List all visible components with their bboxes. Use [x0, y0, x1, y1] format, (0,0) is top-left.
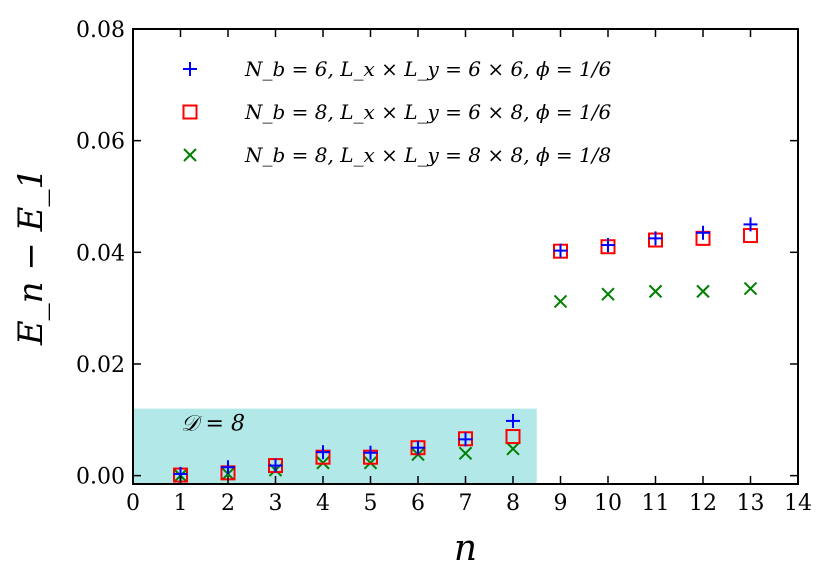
- x-tick-label: 8: [506, 491, 520, 516]
- legend-label: N_b = 8, L_x × L_y = 6 × 8, ϕ = 1/6: [244, 100, 612, 124]
- data-point-x: [553, 294, 568, 309]
- x-axis-title: n: [454, 528, 477, 569]
- x-tick-label: 0: [126, 491, 140, 516]
- degeneracy-label: 𝒟 = 8: [181, 412, 245, 437]
- x-tick-label: 2: [221, 491, 235, 516]
- data-point-x: [696, 284, 710, 299]
- x-tick-label: 1: [174, 491, 188, 516]
- data-point-plus: [316, 445, 330, 460]
- y-tick-label: 0.04: [76, 241, 125, 266]
- legend-label: N_b = 8, L_x × L_y = 8 × 8, ϕ = 1/8: [244, 143, 611, 167]
- degenerate-region: [133, 408, 537, 484]
- data-point-x: [506, 442, 520, 456]
- x-tick-label: 10: [594, 491, 622, 516]
- data-point-x: [743, 281, 758, 296]
- data-point-plus: [221, 460, 235, 475]
- x-tick-label: 7: [459, 491, 473, 516]
- legend-label: N_b = 6, L_x × L_y = 6 × 6, ϕ = 1/6: [244, 57, 612, 81]
- data-point-x: [458, 446, 473, 461]
- data-point-plus: [648, 231, 663, 246]
- data-point-x: [183, 148, 197, 162]
- data-point-plus: [553, 243, 568, 258]
- data-point-plus: [458, 432, 473, 447]
- x-tick-label: 13: [737, 491, 765, 516]
- data-point-square: [505, 429, 521, 445]
- data-point-plus: [696, 225, 710, 240]
- data-point-plus: [268, 458, 283, 473]
- y-tick-label: 0.00: [76, 465, 125, 490]
- y-tick-label: 0.06: [76, 130, 125, 155]
- x-tick-label: 11: [642, 491, 670, 516]
- data-point-plus: [363, 445, 378, 460]
- y-axis-title: E_n − E_1: [11, 168, 51, 346]
- data-point-plus: [601, 238, 615, 253]
- data-point-plus: [506, 413, 520, 428]
- data-point-square: [182, 104, 198, 120]
- y-tick-label: 0.08: [76, 18, 125, 43]
- x-tick-label: 3: [269, 491, 283, 516]
- data-point-plus: [743, 217, 758, 232]
- y-tick-label: 0.02: [76, 353, 125, 378]
- data-point-plus: [183, 62, 197, 76]
- x-tick-label: 4: [316, 491, 330, 516]
- data-point-x: [601, 287, 615, 301]
- x-tick-label: 9: [554, 491, 568, 516]
- x-tick-label: 6: [411, 491, 425, 516]
- x-tick-label: 12: [689, 491, 717, 516]
- x-tick-label: 5: [364, 491, 378, 516]
- data-point-x: [648, 284, 663, 299]
- data-point-plus: [411, 440, 425, 455]
- x-tick-label: 14: [784, 491, 812, 516]
